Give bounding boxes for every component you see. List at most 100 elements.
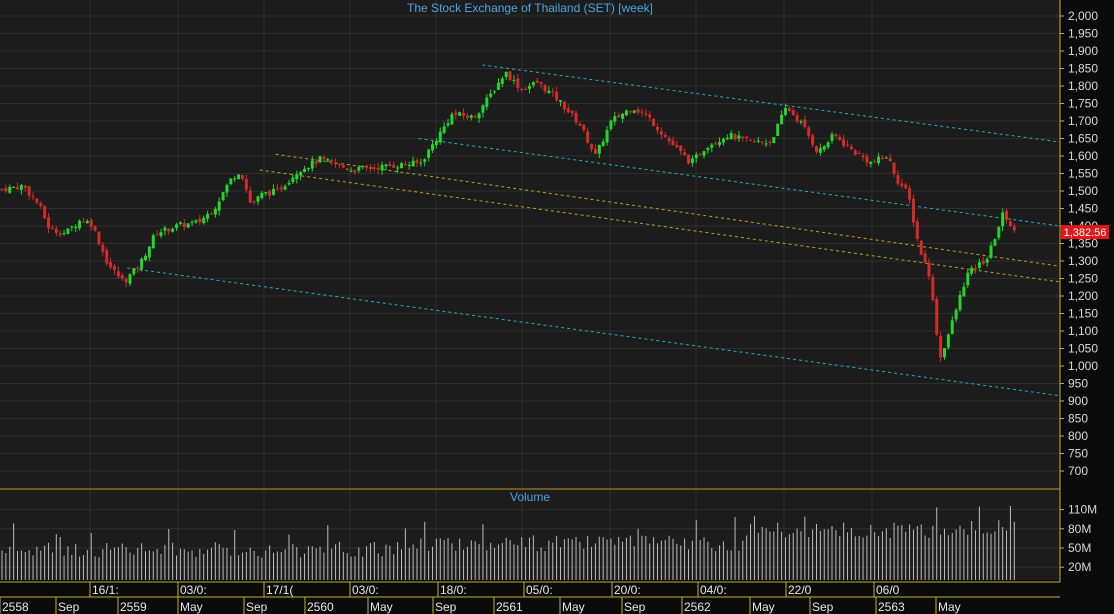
candle-body — [147, 246, 151, 258]
x-top-label: 03/0: — [352, 583, 379, 597]
candle-body — [993, 239, 997, 246]
y-tick-label: 1,150 — [1068, 307, 1098, 321]
x-bottom-label: May — [562, 600, 585, 614]
candle-body — [93, 226, 97, 231]
candle-body — [562, 101, 566, 110]
candle-body — [795, 115, 799, 122]
candle-body — [213, 208, 217, 215]
chart-title: The Stock Exchange of Thailand (SET) [we… — [407, 1, 653, 15]
candle-body — [679, 145, 683, 152]
y-tick-label: 1,050 — [1068, 342, 1098, 356]
y-tick-label: 900 — [1068, 394, 1088, 408]
candle-body — [268, 191, 272, 196]
candle-body — [547, 90, 551, 94]
candle-body — [465, 115, 469, 118]
candle-body — [578, 123, 582, 126]
candle-body — [128, 274, 132, 284]
candle-body — [834, 134, 838, 136]
candle-body — [66, 228, 70, 234]
candle-body — [919, 240, 923, 255]
candle-body — [353, 170, 357, 173]
candle-body — [380, 164, 384, 171]
y-tick-label: 1,350 — [1068, 237, 1098, 251]
candle-body — [524, 88, 528, 90]
candle-body — [520, 89, 524, 91]
candle-body — [690, 158, 694, 163]
volume-tick-label: 110M — [1068, 503, 1097, 517]
candle-body — [590, 143, 594, 150]
candle-body — [687, 154, 691, 164]
y-tick-label: 1,650 — [1068, 132, 1098, 146]
candle-body — [787, 108, 791, 112]
candle-body — [221, 192, 225, 200]
candle-body — [1005, 210, 1009, 220]
candle-body — [462, 112, 466, 117]
candle-body — [132, 268, 136, 275]
candle-body — [729, 133, 733, 140]
candle-body — [384, 164, 388, 167]
candle-body — [877, 156, 881, 164]
candle-body — [35, 198, 39, 203]
candle-body — [527, 86, 531, 89]
y-tick-label: 1,250 — [1068, 272, 1098, 286]
candle-body — [310, 160, 314, 169]
candle-body — [566, 107, 570, 113]
candle-body — [399, 163, 403, 169]
candle-body — [857, 152, 861, 154]
candle-body — [372, 167, 376, 169]
candle-body — [714, 143, 718, 145]
candle-body — [655, 126, 659, 131]
candle-body — [175, 224, 179, 229]
candle-body — [248, 190, 252, 203]
candle-body — [120, 275, 124, 279]
candle-body — [597, 144, 601, 154]
candle-body — [368, 166, 372, 169]
candle-body — [539, 82, 543, 84]
candle-body — [958, 294, 962, 310]
candle-body — [904, 184, 908, 189]
candle-body — [667, 138, 671, 142]
candle-body — [500, 78, 504, 85]
candle-body — [112, 266, 116, 270]
candle-body — [229, 178, 233, 185]
candle-body — [314, 161, 318, 164]
candle-body — [749, 139, 753, 141]
candle-body — [39, 203, 43, 207]
candle-body — [50, 227, 54, 229]
candle-body — [388, 164, 392, 167]
candle-body — [908, 188, 912, 200]
candle-body — [838, 136, 842, 140]
candles — [0, 70, 1016, 363]
candle-body — [155, 234, 159, 236]
trendline — [259, 169, 1061, 283]
x-bottom-label: May — [180, 600, 203, 614]
y-tick-label: 1,750 — [1068, 97, 1098, 111]
candle-body — [279, 187, 283, 190]
candle-body — [186, 223, 190, 228]
candle-body — [811, 135, 815, 145]
candle-body — [244, 178, 248, 190]
y-tick-label: 1,800 — [1068, 79, 1098, 93]
y-tick-label: 1,000 — [1068, 359, 1098, 373]
candle-body — [605, 129, 609, 143]
x-bottom-label: 2559 — [120, 600, 147, 614]
candle-body — [613, 116, 617, 122]
candle-body — [140, 258, 144, 270]
x-bottom-label: May — [752, 600, 775, 614]
candle-body — [768, 141, 772, 143]
candle-body — [163, 227, 167, 231]
x-top-label: 06/0 — [876, 583, 900, 597]
candle-body — [574, 112, 578, 123]
candle-body — [4, 187, 8, 192]
candle-body — [911, 198, 915, 223]
candle-body — [896, 175, 900, 184]
candle-body — [974, 267, 978, 270]
candle-body — [756, 140, 760, 142]
x-bottom-label: Sep — [246, 600, 268, 614]
candle-body — [326, 159, 330, 161]
candle-body — [19, 184, 23, 190]
trendline — [482, 64, 1061, 143]
candle-body — [694, 154, 698, 159]
candle-body — [275, 188, 279, 190]
candle-body — [450, 114, 454, 125]
